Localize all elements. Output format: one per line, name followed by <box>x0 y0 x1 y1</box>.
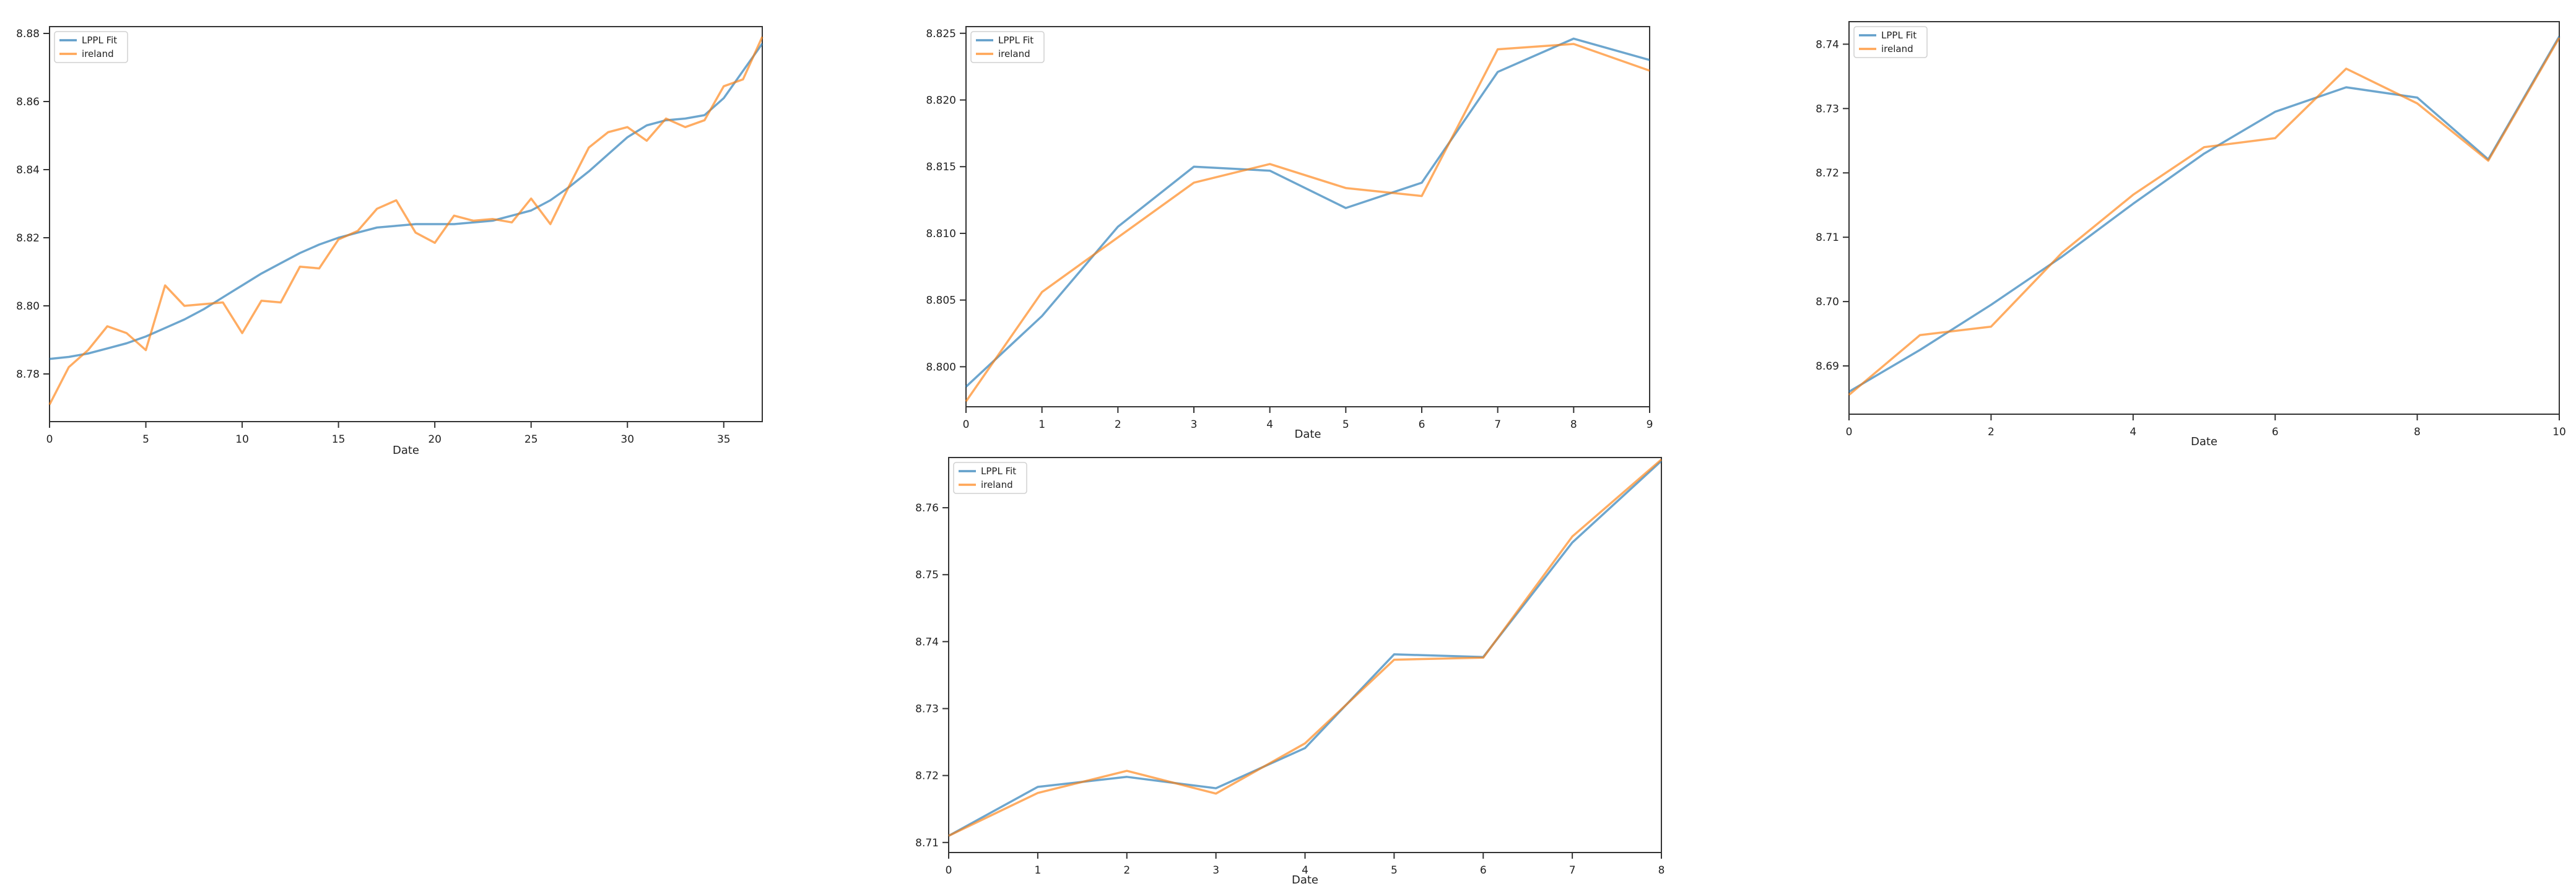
y-tick-label: 8.805 <box>926 295 956 307</box>
x-tick-label: 9 <box>1647 419 1653 431</box>
x-tick-label: 6 <box>1480 864 1487 877</box>
x-tick-label: 10 <box>2552 426 2566 438</box>
chart-3: 0 2 4 6 8 10 8.69 8.70 8.71 8.72 8.73 8.74 Date LPPL … <box>1816 21 2566 448</box>
y-tick-label: 8.71 <box>1816 232 1839 244</box>
y-tick-label: 8.825 <box>926 28 956 40</box>
x-tick-label: 2 <box>1988 426 1995 438</box>
y-tick-label: 8.76 <box>915 502 939 514</box>
y-tick-label: 8.72 <box>1816 167 1839 180</box>
legend-entry: LPPL Fit <box>82 35 117 46</box>
y-tick-label: 8.86 <box>16 96 40 108</box>
legend-entry: ireland <box>981 479 1013 490</box>
chart-2: 0 1 2 3 4 5 6 7 8 9 8.800 8.805 8.810 8.815 8.820 8.825… <box>926 26 1653 441</box>
y-tick-label: 8.810 <box>926 228 956 240</box>
y-tick-label: 8.820 <box>926 94 956 106</box>
x-tick-label: 1 <box>1038 419 1045 431</box>
series-line-lppl-fit <box>49 43 764 360</box>
x-axis-label: Date <box>393 444 419 457</box>
series-line-lppl-fit <box>948 460 1663 837</box>
x-tick-label: 0 <box>46 433 53 446</box>
x-tick-label: 3 <box>1212 864 1219 877</box>
x-tick-label: 4 <box>2130 426 2136 438</box>
series-line-lppl-fit <box>965 37 1650 388</box>
plot-frame <box>965 26 1650 407</box>
legend-entry: ireland <box>1881 43 1913 54</box>
y-tick-label: 8.74 <box>1816 38 1839 51</box>
series-line-ireland <box>965 43 1650 402</box>
x-tick-label: 0 <box>946 864 952 877</box>
chart-4: 0 1 2 3 4 5 6 7 8 8.71 8.72 8.73 8.74 8.75 8.76 Date LPP… <box>915 457 1665 887</box>
y-tick-label: 8.70 <box>1816 296 1839 308</box>
x-tick-label: 6 <box>1419 419 1425 431</box>
y-tick-label: 8.84 <box>16 164 40 176</box>
x-tick-label: 35 <box>717 433 731 446</box>
x-tick-label: 7 <box>1569 864 1576 877</box>
legend: LPPL Fit ireland <box>1853 26 1928 58</box>
legend-entry: ireland <box>998 48 1030 59</box>
x-tick-label: 3 <box>1191 419 1198 431</box>
y-tick-label: 8.80 <box>16 300 40 313</box>
x-tick-label: 20 <box>428 433 442 446</box>
legend-entry: ireland <box>82 48 114 59</box>
series-line-lppl-fit <box>1848 36 2561 393</box>
x-tick-label: 4 <box>1302 864 1308 877</box>
series-line-ireland <box>1848 37 2561 396</box>
y-tick-label: 8.78 <box>16 368 40 381</box>
y-tick-label: 8.71 <box>915 837 939 849</box>
series-line-ireland <box>48 36 764 406</box>
x-tick-label: 5 <box>1342 419 1349 431</box>
legend-entry: LPPL Fit <box>981 466 1016 477</box>
x-tick-label: 25 <box>524 433 538 446</box>
plot-frame <box>948 457 1662 853</box>
x-axis-label: Date <box>1292 874 1318 887</box>
y-tick-label: 8.72 <box>915 770 939 783</box>
x-tick-label: 8 <box>1570 419 1577 431</box>
x-tick-label: 1 <box>1034 864 1041 877</box>
x-tick-label: 2 <box>1123 864 1130 877</box>
y-tick-label: 8.69 <box>1816 360 1839 373</box>
x-tick-label: 6 <box>2272 426 2279 438</box>
x-tick-label: 15 <box>332 433 346 446</box>
x-tick-label: 5 <box>142 433 149 446</box>
x-tick-label: 8 <box>2414 426 2421 438</box>
y-tick-label: 8.73 <box>915 703 939 716</box>
legend: LPPL Fit ireland <box>970 31 1045 63</box>
chart-1: 0 5 10 15 20 25 30 35 8.78 8.80 8.82 8.84 8.86 8.88 Da… <box>16 26 764 457</box>
y-tick-label: 8.82 <box>16 232 40 245</box>
y-tick-label: 8.75 <box>915 569 939 581</box>
y-tick-label: 8.74 <box>915 636 939 648</box>
legend-entry: LPPL Fit <box>1881 30 1917 41</box>
x-tick-label: 30 <box>620 433 634 446</box>
y-tick-label: 8.815 <box>926 161 956 173</box>
x-tick-label: 0 <box>1846 426 1853 438</box>
legend: LPPL Fit ireland <box>953 462 1027 494</box>
y-tick-label: 8.88 <box>16 28 40 40</box>
x-axis-label: Date <box>1294 428 1321 441</box>
x-tick-label: 5 <box>1391 864 1398 877</box>
x-tick-label: 8 <box>1658 864 1665 877</box>
x-tick-label: 7 <box>1494 419 1501 431</box>
x-tick-label: 4 <box>1266 419 1273 431</box>
x-tick-label: 2 <box>1115 419 1121 431</box>
x-tick-label: 0 <box>963 419 970 431</box>
plot-frame <box>1848 21 2560 415</box>
legend: LPPL Fit ireland <box>54 31 128 63</box>
y-tick-label: 8.73 <box>1816 103 1839 115</box>
x-tick-label: 10 <box>235 433 249 446</box>
series-line-ireland <box>948 458 1663 837</box>
y-tick-label: 8.800 <box>926 361 956 373</box>
x-axis-label: Date <box>2191 435 2217 448</box>
legend-entry: LPPL Fit <box>998 35 1033 46</box>
